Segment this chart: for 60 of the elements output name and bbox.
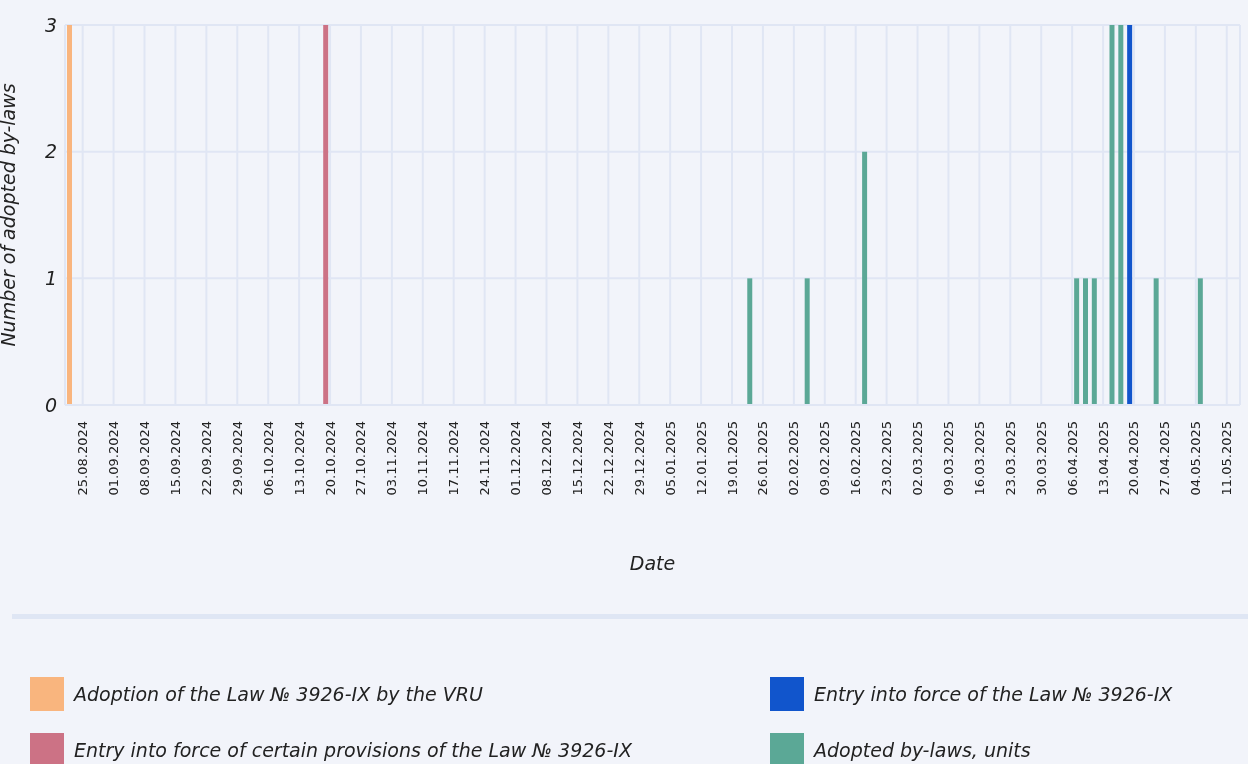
x-axis-title: Date — [629, 552, 676, 574]
bar — [747, 278, 753, 405]
x-tick-label: 29.09.2024 — [229, 421, 245, 496]
x-tick-label: 10.11.2024 — [415, 421, 431, 496]
x-tick-label: 02.02.2025 — [786, 421, 802, 496]
x-tick-label: 23.03.2025 — [1002, 421, 1018, 496]
x-tick-label: 09.03.2025 — [940, 421, 956, 496]
bar — [1082, 278, 1088, 405]
x-tick-label: 01.09.2024 — [106, 421, 122, 496]
x-tick-label: 20.10.2024 — [322, 421, 338, 496]
legend-label: Adoption of the Law № 3926-IX by the VRU — [74, 683, 483, 705]
x-tick-label: 13.10.2024 — [291, 421, 307, 496]
x-tick-label: 27.04.2025 — [1157, 421, 1173, 496]
x-tick-label: 08.09.2024 — [137, 421, 153, 496]
bar — [1153, 278, 1159, 405]
x-tick-label: 06.04.2025 — [1064, 421, 1080, 496]
x-tick-label: 12.01.2025 — [693, 421, 709, 496]
bar — [1074, 278, 1080, 405]
bar — [323, 25, 329, 405]
x-tick-label: 13.04.2025 — [1095, 421, 1111, 496]
y-tick-label: 0 — [44, 393, 57, 416]
bar — [1109, 25, 1115, 405]
x-tick-label: 03.11.2024 — [384, 421, 400, 496]
y-tick-label: 3 — [44, 13, 57, 36]
x-tick-label: 30.03.2025 — [1033, 421, 1049, 496]
bar — [1118, 25, 1124, 405]
x-tick-label: 19.01.2025 — [724, 421, 740, 496]
x-tick-label: 11.05.2025 — [1219, 421, 1235, 496]
x-tick-label: 23.02.2025 — [879, 421, 895, 496]
y-axis-title: Number of adopted by-laws — [0, 83, 19, 347]
x-tick-label: 02.03.2025 — [910, 421, 926, 496]
y-tick-label: 1 — [44, 267, 57, 290]
x-tick-label: 15.12.2024 — [569, 421, 585, 496]
x-tick-label: 08.12.2024 — [538, 421, 554, 496]
x-tick-label: 29.12.2024 — [631, 421, 647, 496]
bar — [1197, 278, 1203, 405]
bar — [1127, 25, 1133, 405]
x-tick-label: 16.03.2025 — [971, 421, 987, 496]
legend-label: Entry into force of certain provisions of the Law № 3926-IX — [74, 739, 632, 761]
bar — [862, 151, 868, 405]
bar — [804, 278, 810, 405]
x-tick-label: 24.11.2024 — [477, 421, 493, 496]
x-tick-label: 01.12.2024 — [508, 421, 524, 496]
x-tick-label: 22.09.2024 — [198, 421, 214, 496]
x-tick-label: 09.02.2025 — [817, 421, 833, 496]
x-tick-label: 20.04.2025 — [1126, 421, 1142, 496]
x-tick-label: 17.11.2024 — [446, 421, 462, 496]
x-tick-label: 25.08.2024 — [75, 421, 91, 496]
x-tick-label: 22.12.2024 — [600, 421, 616, 496]
bar — [1091, 278, 1097, 405]
y-tick-label: 2 — [44, 140, 57, 163]
x-tick-label: 04.05.2025 — [1188, 421, 1204, 496]
x-tick-label: 05.01.2025 — [662, 421, 678, 496]
legend-label: Entry into force of the Law № 3926-IX — [814, 683, 1173, 705]
x-tick-label: 06.10.2024 — [260, 421, 276, 496]
x-tick-label: 15.09.2024 — [167, 421, 183, 496]
x-tick-label: 16.02.2025 — [848, 421, 864, 496]
x-tick-label: 26.01.2025 — [755, 421, 771, 496]
x-tick-label: 27.10.2024 — [353, 421, 369, 496]
legend-label: Adopted by-laws, units — [814, 739, 1031, 761]
